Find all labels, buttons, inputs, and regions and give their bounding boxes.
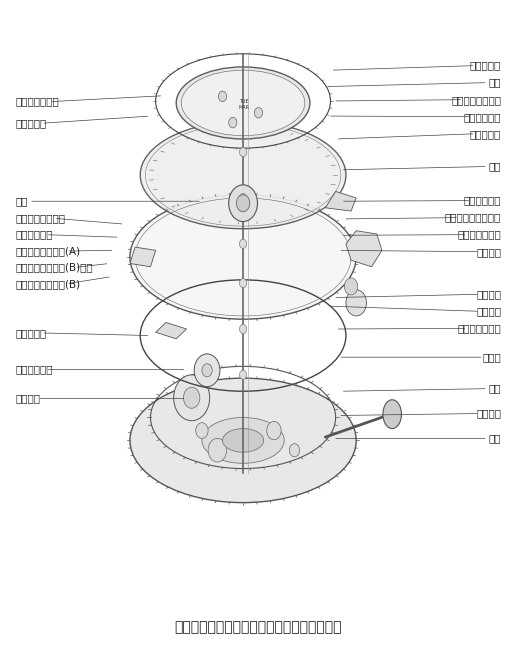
Text: 日車: 日車	[489, 161, 501, 172]
Circle shape	[239, 324, 247, 334]
Text: 曜車: 曜車	[489, 78, 501, 88]
Text: 曜修正レバーばね(B)ねじ: 曜修正レバーばね(B)ねじ	[16, 263, 94, 272]
Ellipse shape	[383, 400, 402, 428]
Circle shape	[290, 443, 300, 457]
Circle shape	[208, 438, 226, 462]
Text: 曜修正レバーばね(A): 曜修正レバーばね(A)	[16, 246, 81, 256]
Text: 筒かな: 筒かな	[482, 352, 501, 362]
Circle shape	[344, 278, 358, 295]
Text: 曜修正レバーばね(B): 曜修正レバーばね(B)	[16, 279, 81, 289]
Text: 曜修正レバーねじ: 曜修正レバーねじ	[16, 213, 66, 223]
Polygon shape	[156, 322, 187, 339]
Circle shape	[236, 195, 250, 212]
Text: 機械式ムーブメント（カレンダー付自動巻）: 機械式ムーブメント（カレンダー付自動巻）	[175, 620, 342, 634]
Ellipse shape	[176, 67, 310, 139]
Ellipse shape	[222, 428, 264, 452]
Polygon shape	[130, 247, 156, 266]
Polygon shape	[325, 191, 356, 211]
Ellipse shape	[130, 378, 356, 503]
Ellipse shape	[181, 70, 305, 136]
Circle shape	[239, 193, 247, 203]
Circle shape	[229, 117, 237, 128]
Text: 日回しつめ: 日回しつめ	[16, 328, 47, 338]
Circle shape	[239, 240, 247, 249]
Text: 日回し車: 日回し車	[16, 393, 41, 403]
Text: 曜回しつめ: 曜回しつめ	[16, 118, 47, 128]
Text: 筒車: 筒車	[16, 196, 28, 206]
Text: 日の裏車: 日の裏車	[476, 409, 501, 418]
Text: おしどりレバー: おしどりレバー	[458, 323, 501, 334]
Text: かんぬき押さえねじ: かんぬき押さえねじ	[445, 213, 501, 222]
Circle shape	[229, 185, 257, 222]
Text: 曜車止め座: 曜車止め座	[470, 61, 501, 70]
Text: TUE
MAR: TUE MAR	[239, 99, 250, 110]
Text: 日ジャンパー: 日ジャンパー	[464, 195, 501, 205]
Text: 曜回しつめねじ: 曜回しつめねじ	[16, 97, 59, 107]
Text: 曜ジャンパーねじ: 曜ジャンパーねじ	[451, 95, 501, 105]
Text: おしどり: おしどり	[476, 247, 501, 257]
Circle shape	[174, 375, 210, 420]
Text: 日回し中間車: 日回し中間車	[16, 365, 53, 374]
Text: 曜修正レバー: 曜修正レバー	[16, 230, 53, 240]
Text: かんぬき押さえ: かんぬき押さえ	[458, 230, 501, 240]
Circle shape	[194, 354, 220, 387]
Ellipse shape	[130, 195, 356, 319]
Circle shape	[218, 91, 226, 101]
Circle shape	[239, 278, 247, 288]
Circle shape	[239, 147, 247, 157]
Circle shape	[196, 422, 208, 438]
Circle shape	[267, 421, 281, 440]
Circle shape	[184, 388, 200, 408]
Text: つづみ車: つづみ車	[476, 307, 501, 316]
Text: 巻真: 巻真	[489, 384, 501, 393]
Circle shape	[202, 364, 212, 377]
Circle shape	[346, 290, 367, 316]
Ellipse shape	[202, 417, 284, 463]
Circle shape	[239, 370, 247, 380]
Text: 曜ジャンパー: 曜ジャンパー	[464, 112, 501, 122]
Text: 地板: 地板	[489, 434, 501, 443]
Ellipse shape	[140, 121, 346, 229]
Text: かんぬき: かんぬき	[476, 290, 501, 299]
Circle shape	[254, 107, 263, 118]
Polygon shape	[346, 231, 382, 266]
Text: 日車押さえ: 日車押さえ	[470, 129, 501, 139]
